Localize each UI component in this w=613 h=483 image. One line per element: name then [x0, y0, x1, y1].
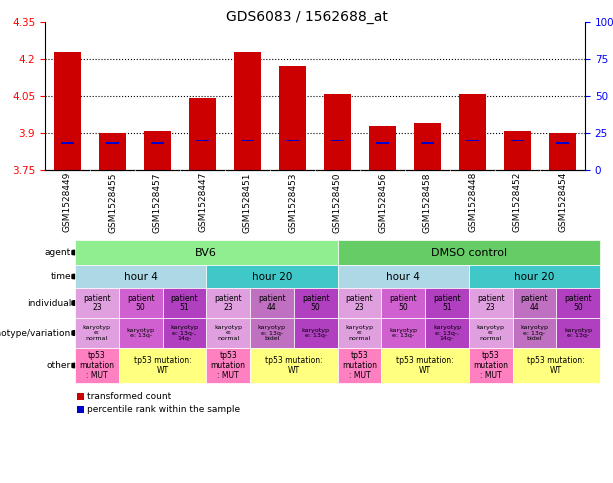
Text: karyotyp
e: 13q-,
14q-: karyotyp e: 13q-, 14q- [433, 325, 461, 341]
Bar [54, 52, 81, 170]
Text: patient
51: patient 51 [170, 294, 198, 313]
Text: GSM1528453: GSM1528453 [288, 172, 297, 233]
Text: tp53
mutation
: MUT: tp53 mutation : MUT [473, 351, 508, 380]
Text: karyotyp
e:
normal: karyotyp e: normal [345, 325, 373, 341]
Bar [466, 140, 479, 141]
Text: hour 4: hour 4 [124, 271, 158, 282]
Bar [279, 66, 306, 170]
Bar [557, 142, 569, 144]
Bar [196, 140, 208, 141]
Text: agent: agent [45, 248, 71, 257]
Text: patient
23: patient 23 [477, 294, 504, 313]
Text: hour 20: hour 20 [514, 271, 555, 282]
Text: karyotyp
e: 13q-: karyotyp e: 13q- [127, 328, 154, 338]
Bar [286, 140, 299, 141]
Text: patient
44: patient 44 [258, 294, 286, 313]
Text: GSM1528450: GSM1528450 [333, 172, 342, 233]
Text: patient
23: patient 23 [215, 294, 242, 313]
Text: patient
50: patient 50 [389, 294, 417, 313]
Text: karyotyp
e:
normal: karyotyp e: normal [83, 325, 111, 341]
Text: tp53
mutation
: MUT: tp53 mutation : MUT [342, 351, 377, 380]
Bar [549, 133, 576, 170]
Text: individual: individual [26, 298, 71, 308]
Text: GSM1528454: GSM1528454 [558, 172, 567, 232]
Bar [421, 142, 433, 144]
Text: time: time [50, 272, 71, 281]
Bar [324, 94, 351, 170]
Text: tp53
mutation
: MUT: tp53 mutation : MUT [211, 351, 246, 380]
Bar [107, 142, 118, 144]
Text: GDS6083 / 1562688_at: GDS6083 / 1562688_at [226, 10, 387, 24]
Text: karyotyp
e: 13q-: karyotyp e: 13q- [564, 328, 592, 338]
Text: karyotyp
e: 13q-
bidel: karyotyp e: 13q- bidel [520, 325, 549, 341]
Text: GSM1528449: GSM1528449 [63, 172, 72, 232]
Text: patient
23: patient 23 [83, 294, 111, 313]
Text: GSM1528447: GSM1528447 [198, 172, 207, 232]
Text: patient
50: patient 50 [565, 294, 592, 313]
Text: patient
51: patient 51 [433, 294, 461, 313]
Text: tp53 mutation:
WT: tp53 mutation: WT [396, 356, 454, 375]
Text: GSM1528448: GSM1528448 [468, 172, 477, 232]
Text: patient
23: patient 23 [346, 294, 373, 313]
Text: karyotyp
e: 13q-,
14q-: karyotyp e: 13q-, 14q- [170, 325, 199, 341]
Bar [189, 99, 216, 170]
Bar [151, 142, 164, 144]
Text: other: other [47, 361, 71, 370]
Text: patient
50: patient 50 [127, 294, 154, 313]
Text: hour 4: hour 4 [386, 271, 420, 282]
Bar [144, 130, 171, 170]
Text: karyotyp
e: 13q-: karyotyp e: 13q- [302, 328, 330, 338]
Text: karyotyp
e:
normal: karyotyp e: normal [477, 325, 504, 341]
Bar [242, 140, 254, 141]
Bar [99, 133, 126, 170]
Text: tp53
mutation
: MUT: tp53 mutation : MUT [79, 351, 115, 380]
Text: karyotyp
e:
normal: karyotyp e: normal [214, 325, 242, 341]
Bar [459, 94, 486, 170]
Text: hour 20: hour 20 [252, 271, 292, 282]
Text: GSM1528458: GSM1528458 [423, 172, 432, 233]
Text: GSM1528455: GSM1528455 [108, 172, 117, 233]
Text: tp53 mutation:
WT: tp53 mutation: WT [265, 356, 322, 375]
Text: tp53 mutation:
WT: tp53 mutation: WT [527, 356, 585, 375]
Bar [369, 126, 396, 170]
Text: GSM1528451: GSM1528451 [243, 172, 252, 233]
Text: genotype/variation: genotype/variation [0, 328, 71, 338]
Text: tp53 mutation:
WT: tp53 mutation: WT [134, 356, 191, 375]
Bar [511, 140, 524, 141]
Bar [61, 142, 74, 144]
Text: BV6: BV6 [196, 247, 217, 257]
Text: karyotyp
e: 13q-
bidel: karyotyp e: 13q- bidel [258, 325, 286, 341]
Text: percentile rank within the sample: percentile rank within the sample [87, 405, 240, 414]
Text: GSM1528452: GSM1528452 [513, 172, 522, 232]
Text: DMSO control: DMSO control [431, 247, 507, 257]
Text: GSM1528456: GSM1528456 [378, 172, 387, 233]
Text: GSM1528457: GSM1528457 [153, 172, 162, 233]
Text: transformed count: transformed count [87, 392, 171, 401]
Bar [504, 130, 531, 170]
Text: patient
44: patient 44 [520, 294, 548, 313]
Bar [234, 52, 261, 170]
Bar [332, 140, 343, 141]
Bar [414, 123, 441, 170]
Text: karyotyp
e: 13q-: karyotyp e: 13q- [389, 328, 417, 338]
Bar [376, 142, 389, 144]
Text: patient
50: patient 50 [302, 294, 329, 313]
